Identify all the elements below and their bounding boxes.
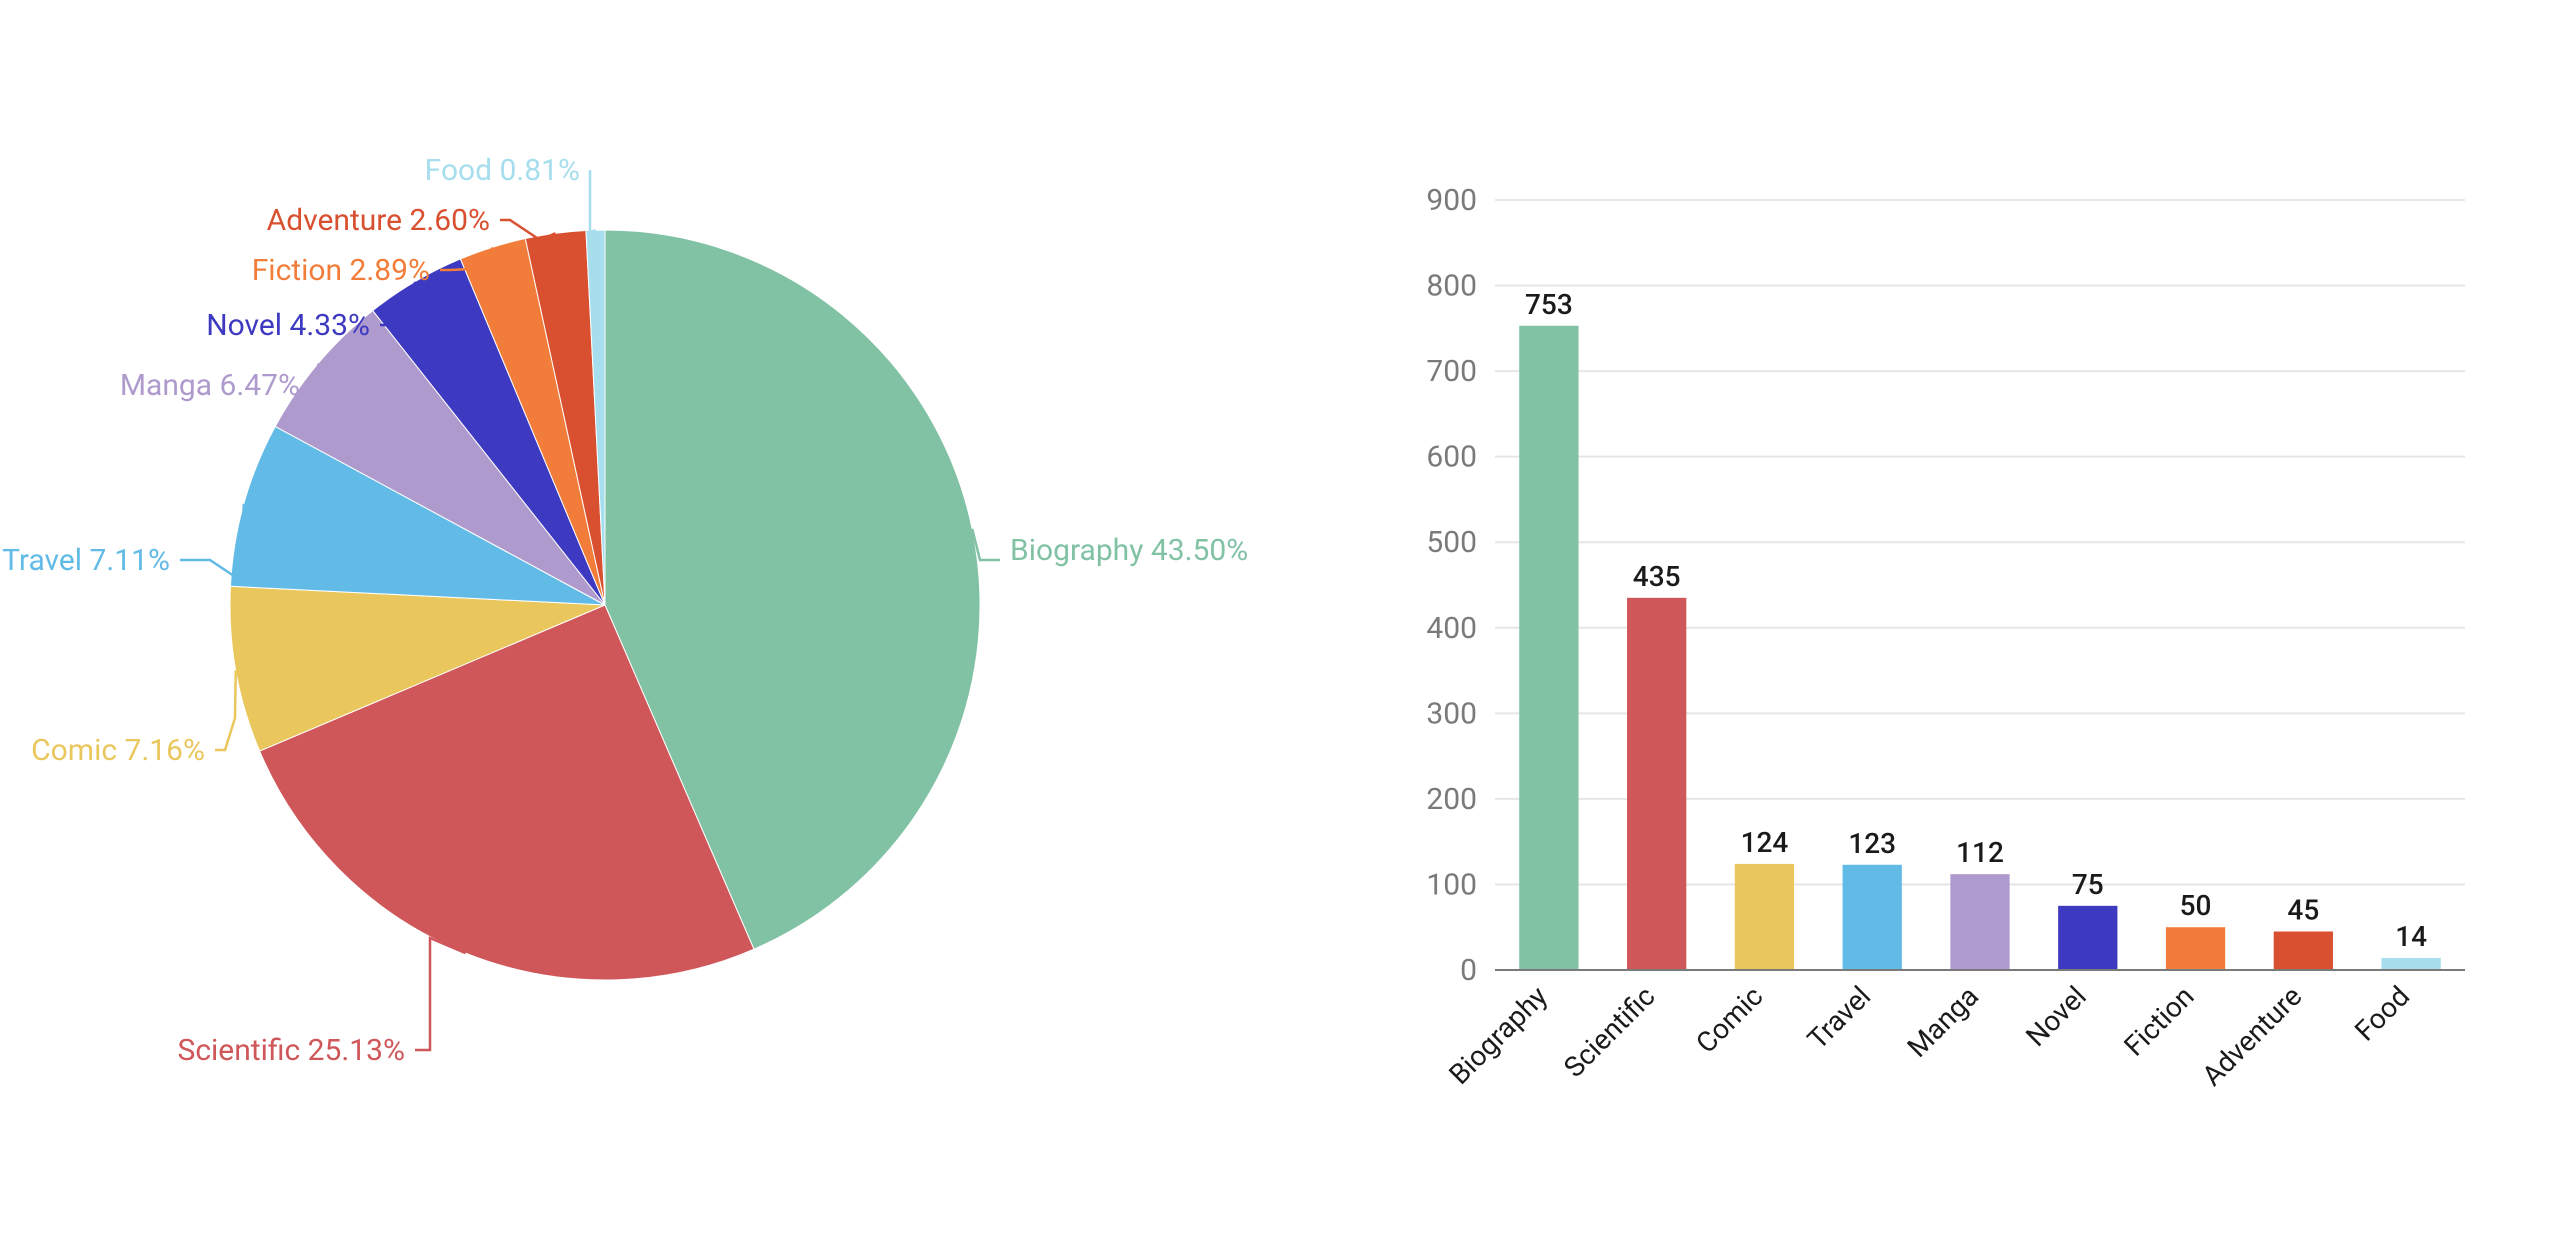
pie-label-food: Food 0.81% <box>425 153 580 188</box>
pie-chart: Biography 43.50% Scientific 25.13% Comic 7… <box>2 153 1248 1068</box>
bar-food <box>2381 958 2440 970</box>
bar-ytick-label: 200 <box>1426 782 1477 817</box>
pie-label-comic: Comic 7.16% <box>31 733 205 768</box>
bar-value-label-manga: 112 <box>1956 836 2004 869</box>
bar-category-label-food: Food <box>2348 980 2416 1048</box>
charts-svg: Biography 43.50% Scientific 25.13% Comic 7… <box>0 0 2572 1238</box>
bar-category-label-fiction: Fiction <box>2118 980 2201 1063</box>
bar-category-label-manga: Manga <box>1901 980 1985 1064</box>
bar-ytick-label: 700 <box>1426 354 1477 389</box>
bar-value-label-scientific: 435 <box>1633 560 1681 593</box>
bar-value-label-travel: 123 <box>1848 827 1896 860</box>
pie-label-adventure: Adventure 2.60% <box>267 203 490 238</box>
bar-value-label-food: 14 <box>2395 920 2427 953</box>
pie-label-scientific: Scientific 25.13% <box>178 1033 406 1068</box>
bar-fiction <box>2166 927 2225 970</box>
bar-adventure <box>2274 932 2333 971</box>
pie-label-travel: Travel 7.11% <box>2 543 170 578</box>
bar-travel <box>1843 865 1902 970</box>
bar-category-label-adventure: Adventure <box>2196 980 2309 1093</box>
bar-ytick-label: 400 <box>1426 611 1477 646</box>
bar-category-label-comic: Comic <box>1689 980 1769 1060</box>
pie-label-novel: Novel 4.33% <box>206 308 370 343</box>
pie-label-fiction: Fiction 2.89% <box>252 253 430 288</box>
pie-leader-scientific <box>415 938 466 1050</box>
pie-leader-food <box>590 170 595 232</box>
bar-novel <box>2058 906 2117 970</box>
bar-ytick-label: 100 <box>1426 867 1477 902</box>
bar-value-label-fiction: 50 <box>2180 889 2212 922</box>
bar-category-label-novel: Novel <box>2019 980 2092 1053</box>
bar-category-label-travel: Travel <box>1801 980 1877 1056</box>
bar-category-label-biography: Biography <box>1442 980 1553 1091</box>
chart-canvas: Biography 43.50% Scientific 25.13% Comic 7… <box>0 0 2572 1238</box>
bar-ytick-label: 500 <box>1426 525 1477 560</box>
pie-leader-comic <box>215 670 236 750</box>
bar-chart: 0 100 200 300 400 500 600 700 800 900 753 Biography… <box>1426 183 2465 1092</box>
pie-leader-adventure <box>500 220 555 240</box>
bar-biography <box>1519 326 1578 970</box>
bar-comic <box>1735 864 1794 970</box>
pie-label-manga: Manga 6.47% <box>120 368 300 403</box>
bar-value-label-novel: 75 <box>2072 868 2104 901</box>
bar-ytick-label: 600 <box>1426 440 1477 475</box>
bar-category-label-scientific: Scientific <box>1557 980 1661 1084</box>
bar-ytick-label: 800 <box>1426 269 1477 304</box>
bar-ytick-label: 300 <box>1426 696 1477 731</box>
bar-value-label-biography: 753 <box>1525 288 1573 321</box>
bar-value-label-comic: 124 <box>1741 826 1789 859</box>
pie-label-biography: Biography 43.50% <box>1010 533 1248 568</box>
bar-manga <box>1950 874 2009 970</box>
bar-value-label-adventure: 45 <box>2287 894 2319 927</box>
bar-ytick-label: 900 <box>1426 183 1477 218</box>
bar-ytick-label: 0 <box>1460 953 1477 988</box>
bar-scientific <box>1627 598 1686 970</box>
